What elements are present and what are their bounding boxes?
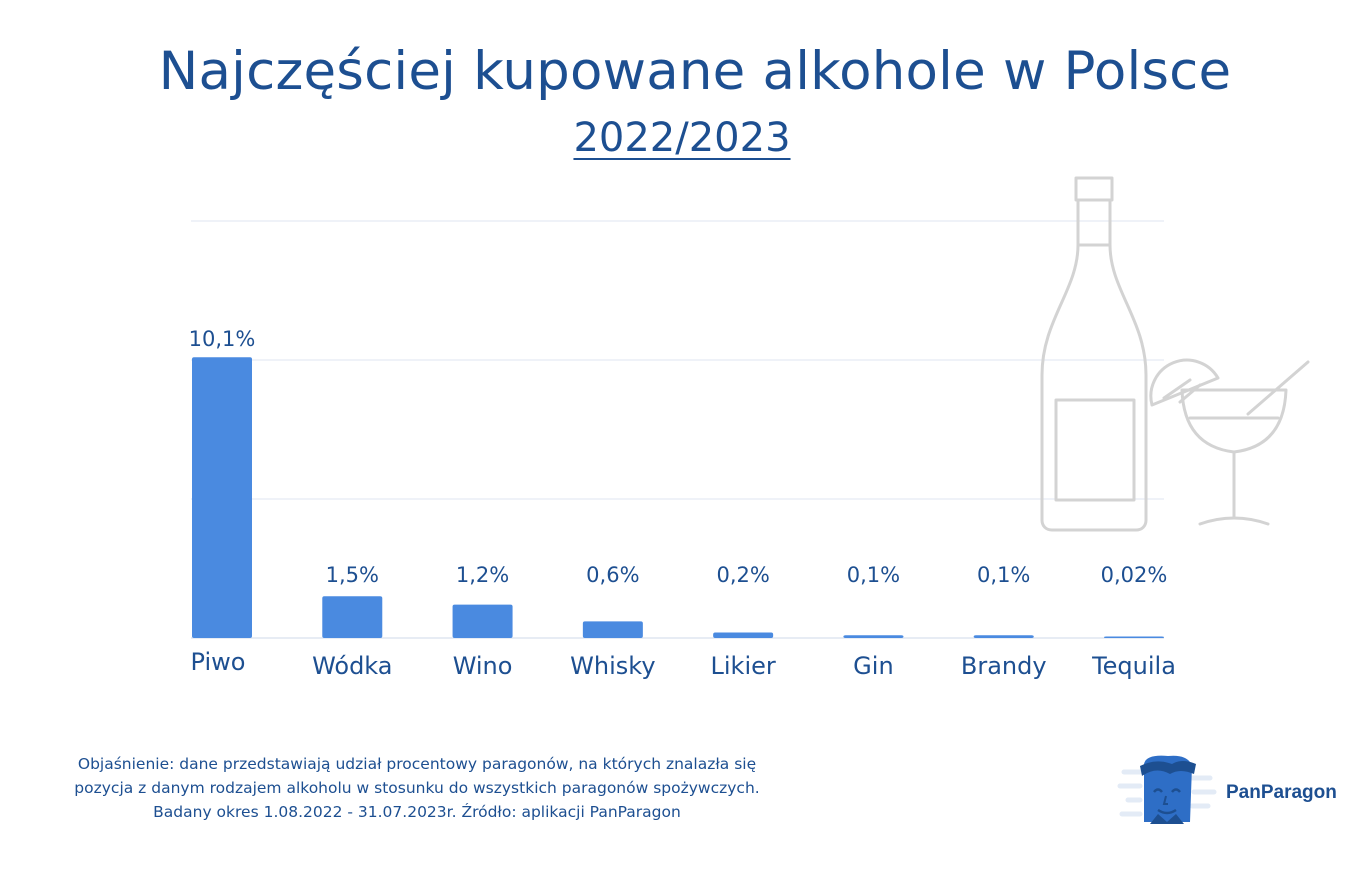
value-label-wódka: 1,5%: [326, 563, 379, 587]
methodology-note: Objaśnienie: dane przedstawiają udział p…: [74, 755, 760, 821]
brand-name: PanParagon: [1226, 782, 1337, 803]
value-labels: 10,1% 1,5% 1,2% 0,6% 0,2% 0,1% 0,1% 0,02%: [189, 327, 1168, 587]
category-label-whisky: Whisky: [570, 652, 655, 680]
value-label-gin: 0,1%: [847, 563, 900, 587]
category-label-wódka: Wódka: [312, 652, 392, 680]
category-label-likier: Likier: [711, 652, 776, 680]
bar-likier: [713, 632, 774, 638]
cocktail-glass-illustration: [1149, 358, 1310, 526]
category-label-gin: Gin: [853, 652, 893, 680]
chart-subtitle: 2022/2023: [573, 115, 791, 161]
bar-wino: [452, 604, 513, 638]
category-labels: Piwo Wódka Wino Whisky Likier Gin Brandy Tequil…: [191, 648, 1176, 680]
bar-tequila: [1104, 636, 1164, 638]
value-label-tequila: 0,02%: [1101, 563, 1168, 587]
bar-brandy: [973, 635, 1034, 638]
value-label-likier: 0,2%: [716, 563, 769, 587]
category-label-wino: Wino: [453, 652, 513, 680]
category-label-tequila: Tequila: [1091, 652, 1176, 680]
category-label-piwo: Piwo: [191, 648, 246, 676]
value-label-piwo: 10,1%: [189, 327, 256, 351]
bar-wódka: [322, 596, 383, 638]
bottle-illustration: [1040, 176, 1148, 532]
panparagon-mascot-icon: [1117, 755, 1217, 824]
bar-piwo: [192, 357, 252, 638]
chart-title: Najczęściej kupowane alkohole w Polsce: [158, 41, 1232, 102]
bar-gin: [843, 635, 904, 638]
brand-logo: PanParagon: [1110, 752, 1360, 832]
value-label-whisky: 0,6%: [586, 563, 639, 587]
value-label-brandy: 0,1%: [977, 563, 1030, 587]
bar-whisky: [582, 621, 643, 638]
value-label-wino: 1,2%: [456, 563, 509, 587]
bars: [192, 357, 1164, 638]
category-label-brandy: Brandy: [961, 652, 1047, 680]
